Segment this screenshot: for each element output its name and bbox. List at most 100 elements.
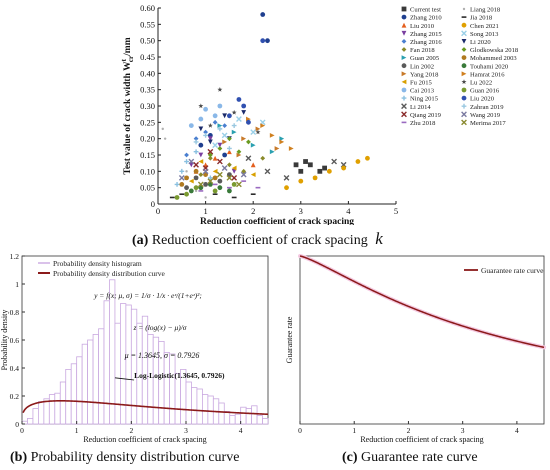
caption-b-label: (b) [10, 450, 28, 465]
x-tick-label: 4 [239, 426, 243, 435]
legend-label: Liu 2020 [470, 96, 495, 103]
legend-label: Li 2020 [470, 39, 491, 46]
data-point [241, 136, 247, 142]
histogram-bar [245, 408, 252, 425]
legend-marker [401, 63, 407, 69]
data-point [207, 175, 213, 181]
histogram-bar [48, 394, 56, 425]
y-tick-label: 0.15 [140, 150, 155, 160]
legend-label: Zhang 2010 [410, 15, 442, 22]
histogram-bar [81, 343, 88, 425]
y-tick-label: 0 [151, 199, 155, 209]
data-point [179, 168, 185, 174]
legend-marker [401, 103, 407, 110]
legend-marker [461, 47, 467, 52]
y-tick-label: 0.55 [140, 19, 155, 29]
data-point [194, 189, 198, 193]
histogram-bar [98, 328, 105, 425]
data-point [212, 155, 218, 161]
data-point [198, 172, 204, 177]
y-tick-label: 0.50 [140, 36, 155, 46]
data-point [341, 165, 347, 171]
legend-marker [461, 39, 467, 44]
x-tick-label: 0 [298, 426, 302, 435]
data-point [227, 149, 232, 155]
data-point [202, 168, 209, 175]
data-point [227, 146, 232, 151]
histogram-bar [92, 334, 99, 425]
data-point [193, 136, 199, 142]
data-point [203, 106, 209, 112]
data-point [184, 175, 189, 181]
data-point [279, 139, 285, 145]
y-tick-label: 0.6 [10, 336, 20, 345]
data-point [246, 139, 251, 145]
data-point [265, 38, 270, 44]
data-point [317, 168, 323, 174]
data-point [231, 123, 237, 128]
data-point [204, 196, 207, 199]
density-curve [22, 400, 269, 416]
y-tick-label: 0.8 [10, 308, 20, 317]
x-tick-label: 1 [352, 426, 356, 435]
legend-marker [461, 30, 467, 37]
y-tick-label: 0.10 [140, 166, 155, 176]
data-point [184, 152, 189, 158]
histogram-bar [114, 322, 121, 425]
data-point [212, 119, 218, 125]
legend: Probability density histogramProbability… [38, 259, 166, 278]
data-point [207, 152, 213, 158]
data-point [227, 162, 232, 168]
data-point [226, 174, 233, 181]
legend-marker [401, 87, 407, 93]
legend-marker [461, 79, 467, 85]
histogram-bar [103, 300, 110, 425]
data-point [231, 168, 237, 174]
legend-marker [461, 119, 467, 126]
x-axis-label: Reduction coefficient of crack spacing [360, 435, 483, 444]
data-point [198, 126, 204, 132]
data-point [222, 123, 228, 128]
data-point [250, 162, 256, 168]
legend-label: Guan 2005 [410, 55, 440, 62]
x-tick-label: 3 [184, 426, 188, 435]
data-point [250, 142, 256, 148]
y-tick-label: 0.4 [10, 364, 20, 373]
data-point [322, 165, 327, 171]
histogram-bar [196, 388, 203, 425]
histogram-bar [201, 394, 209, 425]
caption-a-label: (a) [132, 233, 149, 248]
data-point [193, 161, 199, 168]
data-point [231, 174, 238, 181]
legend-label: Liang 2018 [470, 7, 501, 14]
guarantee-curve [299, 255, 545, 349]
data-point [212, 113, 218, 119]
data-point [231, 129, 237, 135]
data-point [222, 139, 228, 145]
data-point [240, 171, 247, 178]
y-axis-label-superscript: t [120, 58, 128, 61]
y-tick-label: 0.35 [140, 85, 155, 95]
data-point [207, 178, 214, 185]
y-tick-label: 0.45 [140, 52, 155, 62]
histogram-bar [229, 415, 236, 425]
legend-marker [401, 22, 407, 28]
legend-marker [461, 71, 467, 77]
x-axis-label: Reduction coefficient of crack spacing [200, 217, 354, 225]
legend-marker [401, 111, 407, 118]
legend-marker [401, 95, 407, 101]
legend-label: Mohammed 2003 [470, 55, 517, 62]
histogram-bar [109, 279, 116, 425]
legend-label: Chen 2021 [470, 23, 499, 30]
data-point [212, 142, 219, 149]
data-point [207, 136, 213, 142]
data-point [326, 168, 332, 174]
histogram-bar [59, 381, 67, 425]
data-point [184, 185, 189, 191]
data-point [365, 155, 370, 161]
data-point [217, 87, 223, 92]
x-tick-label: 4 [515, 426, 519, 435]
histogram-bar [27, 417, 34, 425]
